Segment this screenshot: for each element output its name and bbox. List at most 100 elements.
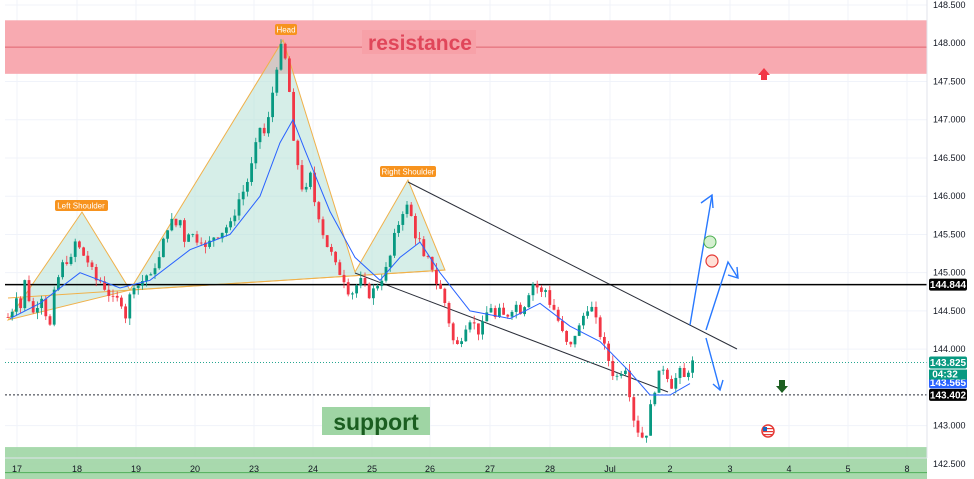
candle-body bbox=[510, 311, 514, 317]
candle-body bbox=[94, 266, 98, 281]
left-shoulder-badge: Left Shoulder bbox=[55, 200, 108, 211]
right-shoulder-badge: Right Shoulder bbox=[380, 166, 436, 177]
candle-body bbox=[603, 336, 606, 344]
candle-body bbox=[338, 262, 342, 275]
candle-body bbox=[145, 275, 148, 282]
candle-body bbox=[653, 392, 657, 405]
candle-body bbox=[321, 219, 325, 236]
x-tick-label: 4 bbox=[786, 464, 791, 474]
x-tick-label: 24 bbox=[308, 464, 318, 474]
candle-body bbox=[330, 247, 333, 252]
red-signal-circle bbox=[705, 254, 719, 268]
candle-body bbox=[678, 367, 682, 378]
candle-body bbox=[527, 295, 531, 308]
plot-area bbox=[5, 0, 927, 458]
levels bbox=[5, 283, 927, 396]
candle-body bbox=[401, 214, 405, 225]
candle-body bbox=[414, 215, 417, 239]
candle-body bbox=[426, 256, 430, 257]
resistance-label-group: resistance bbox=[362, 30, 476, 55]
candle-body bbox=[682, 367, 686, 378]
candle-body bbox=[363, 278, 367, 284]
candle-body bbox=[279, 43, 283, 70]
candle-body bbox=[225, 227, 228, 233]
candle-body bbox=[170, 218, 174, 231]
candle-body bbox=[430, 256, 434, 270]
candle-body bbox=[418, 238, 421, 240]
candle-body bbox=[304, 186, 308, 190]
x-tick-label: 23 bbox=[249, 464, 259, 474]
candle-body bbox=[569, 341, 573, 345]
candle-body bbox=[132, 287, 136, 295]
candle-body bbox=[262, 127, 266, 134]
countdown-label: 04:32 bbox=[932, 370, 958, 381]
candle-body bbox=[73, 241, 77, 257]
price-badge-label: 143.825 bbox=[930, 358, 967, 369]
candle-body bbox=[561, 320, 564, 331]
candle-body bbox=[640, 432, 644, 438]
candle-body bbox=[78, 241, 81, 248]
candle-body bbox=[435, 269, 438, 284]
y-axis-ticks: 148.500 148.000 147.500 147.000 146.500 146.0… bbox=[933, 0, 966, 469]
candle-body bbox=[670, 378, 673, 389]
candle-body bbox=[292, 91, 295, 141]
candle-body bbox=[275, 69, 279, 93]
candle-body bbox=[124, 306, 127, 319]
candle-body bbox=[540, 287, 543, 292]
retest-projection-arrow bbox=[705, 260, 739, 331]
candle-body bbox=[296, 140, 300, 166]
candle-body bbox=[40, 298, 43, 309]
candle-body bbox=[372, 288, 375, 299]
candle-body bbox=[485, 312, 489, 322]
y-tick-label: 142.500 bbox=[933, 459, 966, 469]
support-zone bbox=[5, 447, 927, 479]
candle-body bbox=[611, 360, 615, 377]
candle-body bbox=[367, 283, 371, 299]
candle-body bbox=[346, 282, 350, 295]
price-badge bbox=[929, 278, 967, 291]
price-badge-label: 143.565 bbox=[930, 378, 967, 389]
candle-body bbox=[111, 295, 115, 297]
candle-body bbox=[27, 280, 31, 302]
y-tick-label: 148.500 bbox=[933, 0, 966, 10]
candle-body bbox=[481, 321, 484, 335]
candle-body bbox=[359, 278, 363, 286]
candle-body bbox=[69, 256, 73, 264]
candle-body bbox=[157, 257, 161, 269]
candle-body bbox=[208, 240, 211, 247]
candle-body bbox=[666, 369, 669, 379]
candle-body bbox=[405, 204, 409, 215]
candle-body bbox=[565, 330, 568, 342]
candle-body bbox=[241, 191, 245, 200]
candle-body bbox=[44, 298, 48, 317]
candle-body bbox=[472, 322, 476, 324]
candle-body bbox=[178, 220, 182, 226]
candle-body bbox=[619, 374, 623, 376]
candle-body bbox=[552, 304, 556, 310]
candle-body bbox=[355, 285, 358, 294]
y-tick-label: 146.500 bbox=[933, 153, 966, 163]
candle-body bbox=[6, 317, 10, 318]
y-tick-label: 144.000 bbox=[933, 344, 966, 354]
candle-body bbox=[573, 335, 577, 345]
bear-arrowhead bbox=[712, 379, 724, 392]
candle-body bbox=[15, 298, 18, 312]
candle-body bbox=[687, 372, 690, 378]
candle-body bbox=[212, 237, 216, 241]
bear-projection-arrow bbox=[705, 337, 721, 391]
candle-body bbox=[36, 308, 39, 313]
x-tick-label: 8 bbox=[904, 464, 909, 474]
candle-body bbox=[136, 285, 140, 288]
candle-body bbox=[636, 420, 640, 433]
green-down-arrow-icon bbox=[776, 380, 788, 393]
y-tick-label: 145.500 bbox=[933, 229, 966, 239]
y-tick-label: 144.500 bbox=[933, 306, 966, 316]
candle-body bbox=[477, 323, 480, 335]
candle-body bbox=[271, 92, 274, 118]
x-tick-label: 28 bbox=[545, 464, 555, 474]
candle-body bbox=[199, 242, 203, 244]
candle-body bbox=[103, 281, 106, 290]
candle-body bbox=[468, 322, 472, 330]
candle-body bbox=[191, 234, 195, 236]
